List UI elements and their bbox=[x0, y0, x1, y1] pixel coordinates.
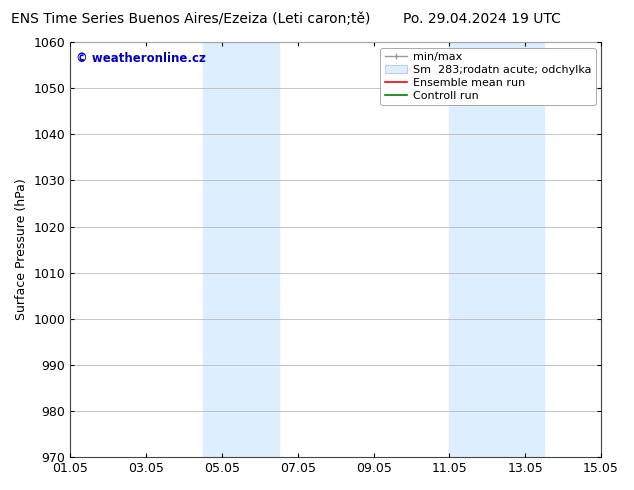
Bar bbox=[450, 42, 488, 457]
Text: © weatheronline.cz: © weatheronline.cz bbox=[75, 52, 205, 66]
Legend: min/max, Sm  283;rodatn acute; odchylka, Ensemble mean run, Controll run: min/max, Sm 283;rodatn acute; odchylka, … bbox=[380, 48, 595, 105]
Bar bbox=[241, 42, 279, 457]
Bar bbox=[488, 42, 544, 457]
Y-axis label: Surface Pressure (hPa): Surface Pressure (hPa) bbox=[15, 179, 28, 320]
Text: ENS Time Series Buenos Aires/Ezeiza (Leti caron;tě): ENS Time Series Buenos Aires/Ezeiza (Let… bbox=[11, 12, 370, 26]
Text: Po. 29.04.2024 19 UTC: Po. 29.04.2024 19 UTC bbox=[403, 12, 561, 26]
Bar bbox=[203, 42, 241, 457]
